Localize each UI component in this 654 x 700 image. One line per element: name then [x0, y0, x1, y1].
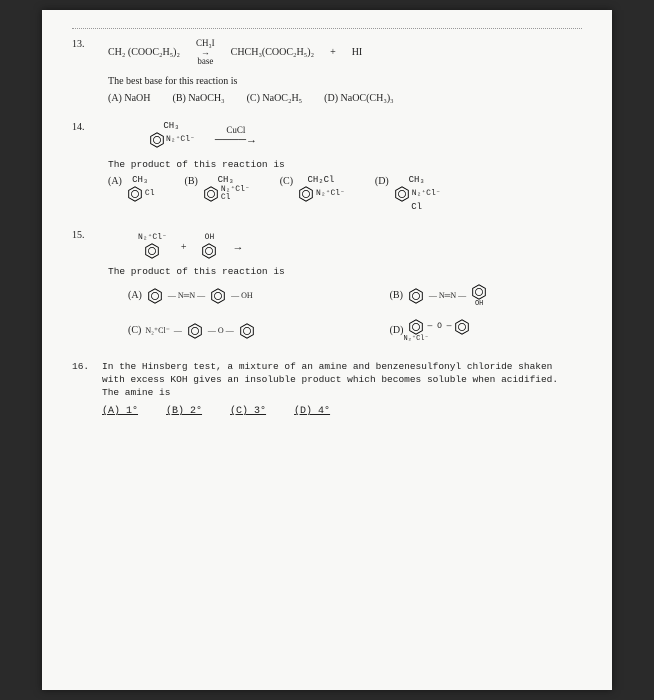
q16-number: 16.	[72, 361, 96, 419]
q14-opt-b: (B) CH₃ N₂⁺Cl⁻ Cl	[185, 176, 250, 203]
benzene-icon	[453, 318, 471, 336]
q15-opt-c: (C) N₂⁺Cl⁻ — — O —	[128, 318, 350, 343]
q14-reaction: CH₃ N₂⁺Cl⁻ CuCl ────→	[148, 122, 582, 149]
question-14: 14. CH₃ N₂⁺Cl⁻ CuCl ────→ The pr	[72, 122, 582, 212]
q16-opt-c: (C) 3°	[230, 405, 266, 419]
benzene-icon	[393, 185, 411, 203]
q16-opt-d: (D) 4°	[294, 405, 330, 419]
benzene-icon	[126, 185, 144, 203]
q14-stem: The product of this reaction is	[108, 159, 582, 170]
q14-number: 14.	[72, 122, 96, 133]
q14-reagent: CuCl ────→	[215, 126, 257, 146]
q13-opt-b: (B) NaOCH₃	[173, 93, 225, 104]
arrow-icon: →	[232, 241, 242, 253]
exam-page: 13. CH₂ (COOC₂H₅)₂ CH₃I → base CHCH₃(COO…	[42, 10, 612, 690]
benzene-icon	[470, 283, 488, 301]
q13-equation: CH₂ (COOC₂H₅)₂ CH₃I → base CHCH₃(COOC₂H₅…	[108, 39, 582, 66]
q16-line1: In the Hinsberg test, a mixture of an am…	[102, 361, 558, 374]
benzene-icon	[297, 185, 315, 203]
q13-reactant: CH₂ (COOC₂H₅)₂	[108, 47, 180, 58]
q16-options: (A) 1° (B) 2° (C) 3° (D) 4°	[102, 405, 558, 419]
q13-plus: +	[330, 47, 336, 58]
benzene-icon	[200, 242, 218, 260]
question-16: 16. In the Hinsberg test, a mixture of a…	[72, 361, 582, 419]
q13-byproduct: HI	[352, 47, 363, 58]
q14-opt-d: (D) CH₃ N₂⁺Cl⁻ Cl	[375, 176, 441, 212]
q13-opt-a: (A) NaOH	[108, 93, 151, 104]
top-rule	[72, 28, 582, 29]
q15-reaction: N₂⁺Cl⁻ + OH →	[138, 234, 582, 260]
q13-opt-d: (D) NaOC(CH₃)₃	[324, 93, 393, 104]
q14-opt-c: (C) CH₂Cl N₂⁺Cl⁻	[280, 176, 345, 203]
benzene-icon	[407, 318, 425, 336]
q15-opt-a: (A) — N═N — — OH	[128, 283, 350, 308]
q14-opt-a: (A) CH₃ Cl	[108, 176, 155, 203]
benzene-icon	[148, 131, 166, 149]
q15-opt-b: (B) — N═N — OH	[390, 283, 582, 308]
q15-opt-d: (D) — O — N₂⁺Cl⁻	[390, 318, 582, 343]
q14-start-struct: CH₃ N₂⁺Cl⁻	[148, 122, 195, 149]
benzene-icon	[143, 242, 161, 260]
q15-number: 15.	[72, 230, 96, 241]
benzene-icon	[209, 287, 227, 305]
q14-options: (A) CH₃ Cl (B)	[108, 176, 582, 212]
benzene-icon	[407, 287, 425, 305]
benzene-icon	[202, 185, 220, 203]
question-15: 15. N₂⁺Cl⁻ + OH → The product of this re…	[72, 230, 582, 343]
q15-stem: The product of this reaction is	[108, 266, 582, 277]
benzene-icon	[238, 322, 256, 340]
q13-opt-c: (C) NaOC₂H₅	[247, 93, 303, 104]
q15-options: (A) — N═N — — OH (B) — N═N — OH	[128, 283, 582, 343]
q16-opt-b: (B) 2°	[166, 405, 202, 419]
benzene-icon	[146, 287, 164, 305]
q13-reagent-stack: CH₃I → base	[196, 39, 215, 66]
q16-line3: The amine is	[102, 387, 558, 400]
q16-opt-a: (A) 1°	[102, 405, 138, 419]
q13-stem: The best base for this reaction is	[108, 76, 582, 87]
q13-options: (A) NaOH (B) NaOCH₃ (C) NaOC₂H₅ (D) NaOC…	[108, 93, 582, 104]
q13-product: CHCH₃(COOC₂H₅)₂	[231, 47, 314, 58]
question-13: 13. CH₂ (COOC₂H₅)₂ CH₃I → base CHCH₃(COO…	[72, 39, 582, 104]
q16-line2: with excess KOH gives an insoluble produ…	[102, 374, 558, 387]
benzene-icon	[186, 322, 204, 340]
q13-number: 13.	[72, 39, 96, 50]
